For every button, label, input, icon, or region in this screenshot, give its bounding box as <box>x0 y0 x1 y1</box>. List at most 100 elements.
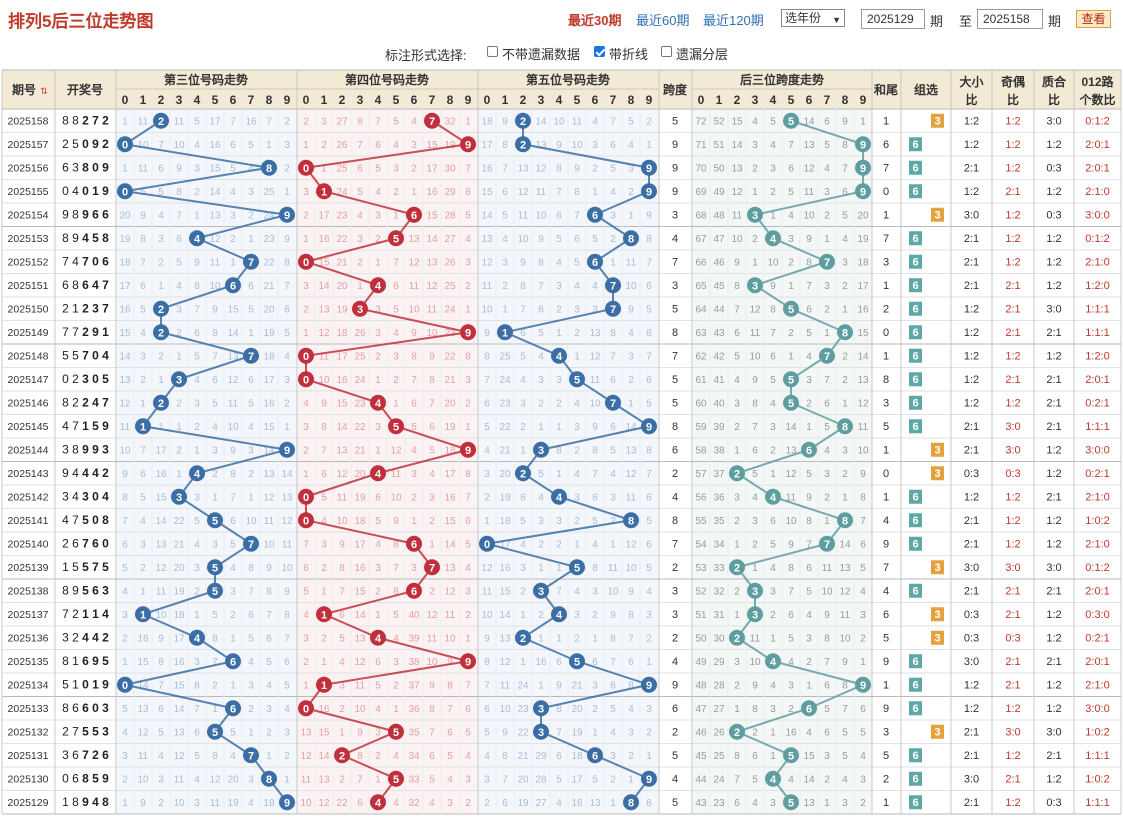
road-cell: 2:1:0 <box>1085 491 1109 503</box>
issue-cell: 2025131 <box>8 750 49 762</box>
issue-cell: 2025137 <box>8 609 49 621</box>
polyline-checkbox[interactable] <box>594 46 605 57</box>
spanT-omission: 2 <box>824 492 830 503</box>
year-select-value: 选年份 <box>785 11 822 25</box>
fourth-omission: 13 <box>354 633 366 644</box>
fifth-omission: 1 <box>592 727 598 738</box>
spanT-omission: 2 <box>770 445 776 456</box>
fifth-omission: 1 <box>520 657 526 668</box>
fifth-omission: 2 <box>574 633 580 644</box>
no-omission-checkbox[interactable] <box>487 46 498 57</box>
spanT-ball <box>855 676 871 693</box>
third-omission: 3 <box>194 163 200 174</box>
fourth-omission: 12 <box>408 257 420 268</box>
group6-badge-label: 6 <box>912 397 918 409</box>
spanT-omission: 72 <box>695 116 707 127</box>
bigsmall-cell: 2:1 <box>964 162 979 174</box>
third-omission: 19 <box>119 234 131 245</box>
spanT-omission: 5 <box>788 187 794 198</box>
spanT-omission: 48 <box>713 210 725 221</box>
fourth-omission: 33 <box>408 774 420 785</box>
fourth-omission: 18 <box>354 516 366 527</box>
group3-badge-label: 3 <box>934 444 940 456</box>
year-select[interactable]: 选年份 <box>781 9 845 28</box>
fifth-omission: 4 <box>592 116 598 127</box>
third-omission: 1 <box>230 257 236 268</box>
spanT-omission: 8 <box>824 633 830 644</box>
tail-cell: 5 <box>883 421 889 433</box>
third-omission: 14 <box>155 516 167 527</box>
issue-cell: 2025146 <box>8 397 49 409</box>
draw-digit: 3 <box>92 301 100 315</box>
fourth-omission: 7 <box>465 680 471 691</box>
to-period-input[interactable]: 2025158 <box>977 9 1043 29</box>
range-60-link[interactable]: 最近60期 <box>636 13 690 28</box>
fourth-omission: 2 <box>339 774 345 785</box>
bigsmall-cell: 1:2 <box>964 679 979 691</box>
from-period-input[interactable]: 2025129 <box>861 9 925 29</box>
fourth-omission: 22 <box>336 798 348 809</box>
oddeven-cell: 1:2 <box>1005 797 1020 809</box>
fifth-omission: 23 <box>499 398 511 409</box>
spanT-omission: 11 <box>840 610 851 621</box>
third-omission: 3 <box>122 610 128 621</box>
third-omission: 5 <box>230 163 236 174</box>
third-header: 第三位号码走势 <box>164 72 248 87</box>
fourth-omission: 11 <box>337 492 348 503</box>
fifth-digit-header: 3 <box>538 93 545 107</box>
range-30-link[interactable]: 最近30期 <box>568 13 622 28</box>
fourth-omission: 16 <box>318 704 330 715</box>
draw-digit: 0 <box>92 701 100 715</box>
fifth-omission: 2 <box>556 398 562 409</box>
fourth-digit-header: 7 <box>429 93 436 107</box>
third-omission: 6 <box>248 281 254 292</box>
third-ball <box>243 535 259 552</box>
fifth-omission: 13 <box>625 445 637 456</box>
third-omission: 9 <box>230 445 236 456</box>
spanT-omission: 46 <box>695 727 707 738</box>
fourth-omission: 5 <box>375 516 381 527</box>
third-omission: 6 <box>122 539 128 550</box>
fourth-omission: 19 <box>444 140 456 151</box>
third-bg <box>116 109 297 814</box>
spanT-omission: 12 <box>857 398 869 409</box>
draw-digit: 7 <box>92 560 100 574</box>
spanT-ball-label: 3 <box>752 586 758 598</box>
fourth-ball <box>370 465 386 482</box>
draw-digit: 1 <box>72 654 80 668</box>
oddeven-cell: 0:3 <box>1005 468 1020 480</box>
spanT-omission: 1 <box>842 492 848 503</box>
sort-icon: ⇅ <box>40 86 48 96</box>
primecomp-cell: 3:0 <box>1046 562 1061 574</box>
fourth-omission: 11 <box>427 633 438 644</box>
spanT-omission: 2 <box>788 328 794 339</box>
spanT-omission: 1 <box>752 187 758 198</box>
fourth-omission: 5 <box>393 116 399 127</box>
fourth-trend-line <box>302 119 472 803</box>
draw-digit: 0 <box>62 771 70 785</box>
road-cell: 2:1:0 <box>1085 679 1109 691</box>
fifth-omission: 5 <box>502 210 508 221</box>
third-omission: 24 <box>263 210 275 221</box>
third-omission: 1 <box>266 751 272 762</box>
range-120-link[interactable]: 最近120期 <box>703 13 764 28</box>
fifth-omission: 9 <box>628 586 634 597</box>
issue-cell: 2025136 <box>8 632 49 644</box>
fourth-omission: 13 <box>336 445 348 456</box>
fourth-omission: 7 <box>357 140 363 151</box>
fourth-omission: 1 <box>393 398 399 409</box>
group3-badge-label: 3 <box>934 726 940 738</box>
omission-layer-checkbox[interactable] <box>661 46 672 57</box>
query-button[interactable]: 查看 <box>1076 10 1111 28</box>
spanT-omission: 1 <box>770 210 776 221</box>
third-ball-label: 0 <box>122 680 128 692</box>
spanT-omission: 62 <box>695 351 707 362</box>
spanT-omission: 6 <box>752 445 758 456</box>
tail-cell: 1 <box>883 115 889 127</box>
third-ball-label: 9 <box>284 797 290 809</box>
fifth-omission: 8 <box>592 445 598 456</box>
fourth-ball-label: 1 <box>321 609 327 621</box>
third-ball <box>279 206 295 223</box>
spanT-omission: 32 <box>713 586 725 597</box>
spanT-omission: 1 <box>752 257 758 268</box>
